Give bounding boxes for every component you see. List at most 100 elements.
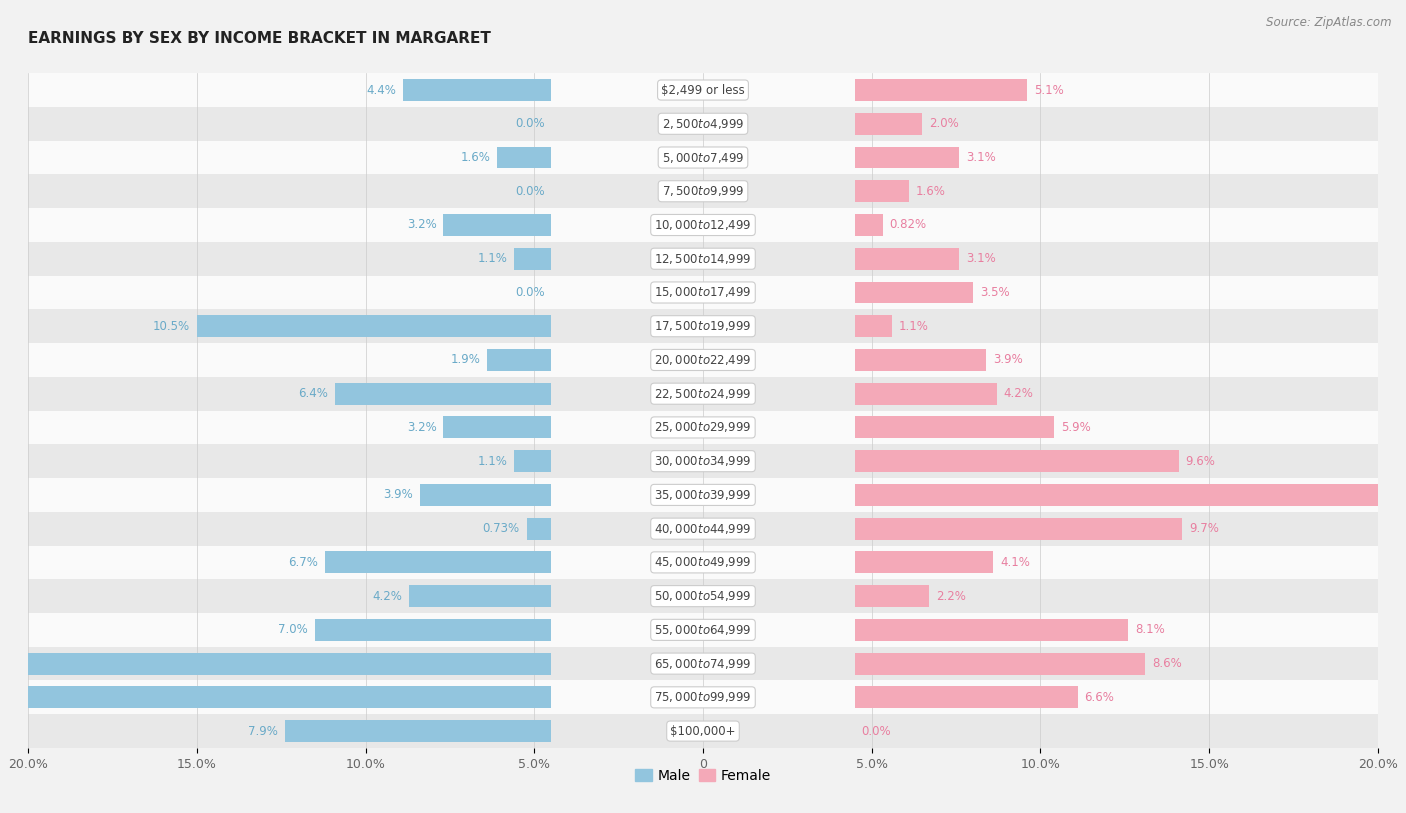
Bar	[315, 619, 551, 641]
Bar	[515, 248, 551, 270]
Bar	[28, 343, 1378, 376]
Bar	[498, 146, 551, 168]
Bar	[28, 276, 1378, 309]
Text: 3.2%: 3.2%	[406, 421, 436, 434]
Text: 1.6%: 1.6%	[461, 151, 491, 164]
Bar	[443, 214, 551, 236]
Text: 0.0%: 0.0%	[515, 117, 544, 130]
Bar	[28, 478, 1378, 512]
Text: 4.1%: 4.1%	[1000, 556, 1029, 569]
Text: 6.6%: 6.6%	[1084, 691, 1114, 704]
Text: 8.6%: 8.6%	[1152, 657, 1181, 670]
Bar	[486, 349, 551, 371]
Bar	[855, 416, 1054, 438]
Bar	[855, 383, 997, 405]
Text: $50,000 to $54,999: $50,000 to $54,999	[654, 589, 752, 603]
Text: 4.2%: 4.2%	[1004, 387, 1033, 400]
Text: 1.9%: 1.9%	[450, 354, 481, 367]
Bar	[28, 174, 1378, 208]
Bar	[4, 653, 551, 675]
Text: $65,000 to $74,999: $65,000 to $74,999	[654, 657, 752, 671]
Text: 6.7%: 6.7%	[288, 556, 318, 569]
Bar	[28, 546, 1378, 579]
Bar	[855, 146, 959, 168]
Text: EARNINGS BY SEX BY INCOME BRACKET IN MARGARET: EARNINGS BY SEX BY INCOME BRACKET IN MAR…	[28, 31, 491, 46]
Text: 0.73%: 0.73%	[482, 522, 520, 535]
Text: $5,000 to $7,499: $5,000 to $7,499	[662, 150, 744, 164]
Bar	[855, 281, 973, 303]
Bar	[855, 349, 987, 371]
Text: $2,500 to $4,999: $2,500 to $4,999	[662, 117, 744, 131]
Bar	[335, 383, 551, 405]
Text: 0.0%: 0.0%	[862, 724, 891, 737]
Bar	[28, 579, 1378, 613]
Bar	[197, 315, 551, 337]
Bar	[28, 208, 1378, 241]
Bar	[28, 309, 1378, 343]
Text: 0.82%: 0.82%	[889, 219, 927, 232]
Text: 0.0%: 0.0%	[515, 286, 544, 299]
Text: 0.0%: 0.0%	[515, 185, 544, 198]
Bar	[28, 141, 1378, 174]
Text: $2,499 or less: $2,499 or less	[661, 84, 745, 97]
Bar	[515, 450, 551, 472]
Bar	[28, 376, 1378, 411]
Bar	[28, 241, 1378, 276]
Bar	[855, 484, 1406, 506]
Text: $12,500 to $14,999: $12,500 to $14,999	[654, 252, 752, 266]
Text: 1.1%: 1.1%	[478, 454, 508, 467]
Bar	[855, 619, 1128, 641]
Text: 8.1%: 8.1%	[1135, 624, 1164, 637]
Bar	[855, 79, 1026, 101]
Text: 7.0%: 7.0%	[278, 624, 308, 637]
Text: $7,500 to $9,999: $7,500 to $9,999	[662, 185, 744, 198]
Bar	[855, 180, 908, 202]
Text: 3.1%: 3.1%	[966, 151, 995, 164]
Bar	[855, 450, 1178, 472]
Bar	[855, 315, 891, 337]
Bar	[28, 444, 1378, 478]
Text: 5.9%: 5.9%	[1060, 421, 1091, 434]
Text: $35,000 to $39,999: $35,000 to $39,999	[654, 488, 752, 502]
Text: $22,500 to $24,999: $22,500 to $24,999	[654, 387, 752, 401]
Text: 2.0%: 2.0%	[929, 117, 959, 130]
Text: 10.5%: 10.5%	[153, 320, 190, 333]
Text: 6.4%: 6.4%	[298, 387, 329, 400]
Bar	[443, 416, 551, 438]
Bar	[855, 518, 1182, 540]
Bar	[409, 585, 551, 607]
Text: $55,000 to $64,999: $55,000 to $64,999	[654, 623, 752, 637]
Text: 9.6%: 9.6%	[1185, 454, 1215, 467]
Text: $40,000 to $44,999: $40,000 to $44,999	[654, 522, 752, 536]
Text: 4.2%: 4.2%	[373, 589, 402, 602]
Text: $25,000 to $29,999: $25,000 to $29,999	[654, 420, 752, 434]
Text: 3.5%: 3.5%	[980, 286, 1010, 299]
Bar	[284, 720, 551, 742]
Text: $100,000+: $100,000+	[671, 724, 735, 737]
Bar	[28, 715, 1378, 748]
Text: 3.9%: 3.9%	[993, 354, 1024, 367]
Bar	[526, 518, 551, 540]
Text: $15,000 to $17,499: $15,000 to $17,499	[654, 285, 752, 299]
Text: 1.6%: 1.6%	[915, 185, 945, 198]
Text: 5.1%: 5.1%	[1033, 84, 1063, 97]
Bar	[325, 551, 551, 573]
Bar	[855, 653, 1144, 675]
Bar	[28, 512, 1378, 546]
Bar	[28, 73, 1378, 107]
Text: 1.1%: 1.1%	[898, 320, 928, 333]
Bar	[855, 113, 922, 135]
Bar	[28, 680, 1378, 715]
Text: 3.1%: 3.1%	[966, 252, 995, 265]
Text: 4.4%: 4.4%	[366, 84, 396, 97]
Bar	[855, 585, 929, 607]
Bar	[28, 613, 1378, 647]
Text: $10,000 to $12,499: $10,000 to $12,499	[654, 218, 752, 232]
Text: $20,000 to $22,499: $20,000 to $22,499	[654, 353, 752, 367]
Bar	[855, 686, 1077, 708]
Bar	[855, 551, 993, 573]
Text: $75,000 to $99,999: $75,000 to $99,999	[654, 690, 752, 704]
Text: $30,000 to $34,999: $30,000 to $34,999	[654, 454, 752, 468]
Text: $17,500 to $19,999: $17,500 to $19,999	[654, 320, 752, 333]
Bar	[0, 686, 551, 708]
